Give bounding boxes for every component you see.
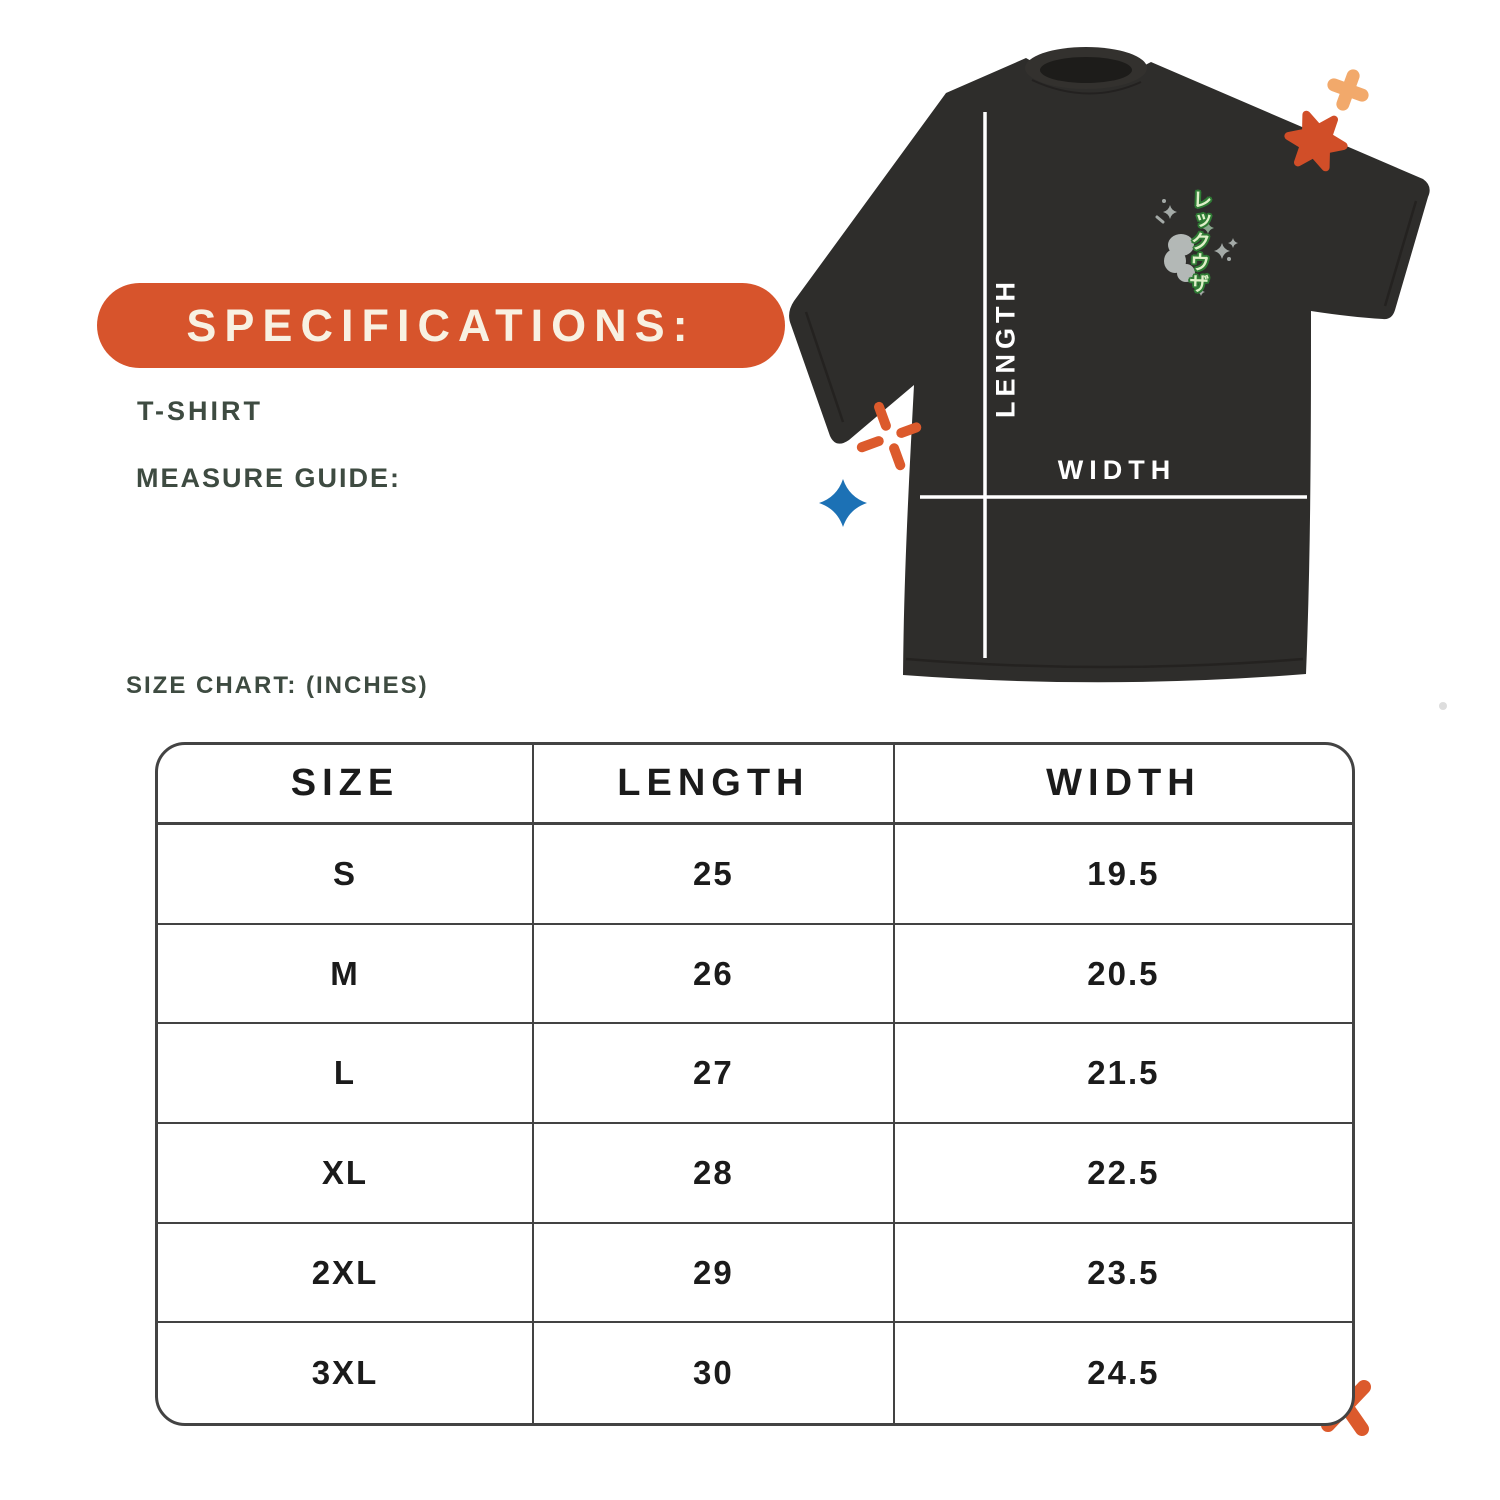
product-type-heading: T-SHIRT: [137, 396, 263, 426]
table-row: L 27 21.5: [158, 1024, 1352, 1125]
table-row: 2XL 29 23.5: [158, 1223, 1352, 1324]
column-header-size: SIZE: [158, 745, 534, 825]
table-row: XL 28 22.5: [158, 1124, 1352, 1224]
column-header-width: WIDTH: [894, 745, 1352, 825]
length-axis-label: LENGTH: [990, 277, 1021, 418]
width-axis-label: WIDTH: [1057, 455, 1177, 485]
cell-size: 3XL: [158, 1323, 534, 1423]
cell-length: 25: [533, 825, 895, 925]
cell-length: 26: [533, 924, 895, 1025]
size-chart-heading: SIZE CHART: (INCHES): [126, 672, 429, 699]
cell-size: L: [158, 1024, 534, 1125]
measure-guide-heading: MEASURE GUIDE:: [136, 463, 402, 493]
burst-sparkle-icon: [856, 401, 922, 471]
cell-size: S: [158, 825, 534, 925]
star-blob-icon: [1284, 110, 1348, 172]
chest-logo-sparkles: [1155, 199, 1238, 296]
cell-width: 24.5: [1087, 1354, 1160, 1392]
collar-hole: [1040, 57, 1132, 83]
tiny-smudge: [1439, 702, 1447, 710]
cell-length: 28: [533, 1124, 895, 1224]
cell-size: 2XL: [158, 1223, 534, 1324]
cell-width: 23.5: [894, 1224, 1352, 1324]
cell-width: 20.5: [894, 925, 1352, 1025]
cell-width: 21.5: [894, 1024, 1352, 1125]
plus-sparkle-icon: [1327, 69, 1369, 111]
cell-size: XL: [158, 1124, 534, 1224]
cell-size: M: [158, 924, 534, 1025]
chest-logo-text: レックウザ: [1185, 188, 1212, 295]
table-row: S 25 19.5: [158, 825, 1352, 925]
size-chart-table: SIZE LENGTH WIDTH S 25 19.5 M 26 20.5 L …: [155, 742, 1355, 1426]
cell-length: 29: [533, 1223, 895, 1324]
cell-length: 27: [533, 1024, 895, 1125]
column-header-length: LENGTH: [533, 745, 895, 825]
cell-length: 30: [534, 1323, 895, 1423]
table-row: 3XL 30 24.5: [158, 1323, 1352, 1423]
chest-logo-cloud: [1164, 234, 1195, 282]
blue-diamond-icon: [819, 479, 867, 527]
table-header-row: SIZE LENGTH WIDTH: [158, 745, 1352, 825]
table-row: M 26 20.5: [158, 924, 1352, 1025]
specifications-banner: SPECIFICATIONS:: [97, 283, 785, 368]
specifications-banner-label: SPECIFICATIONS:: [186, 299, 696, 351]
tshirt-silhouette: [789, 47, 1430, 683]
cell-width: 22.5: [894, 1124, 1352, 1224]
cell-width: 19.5: [894, 825, 1352, 925]
